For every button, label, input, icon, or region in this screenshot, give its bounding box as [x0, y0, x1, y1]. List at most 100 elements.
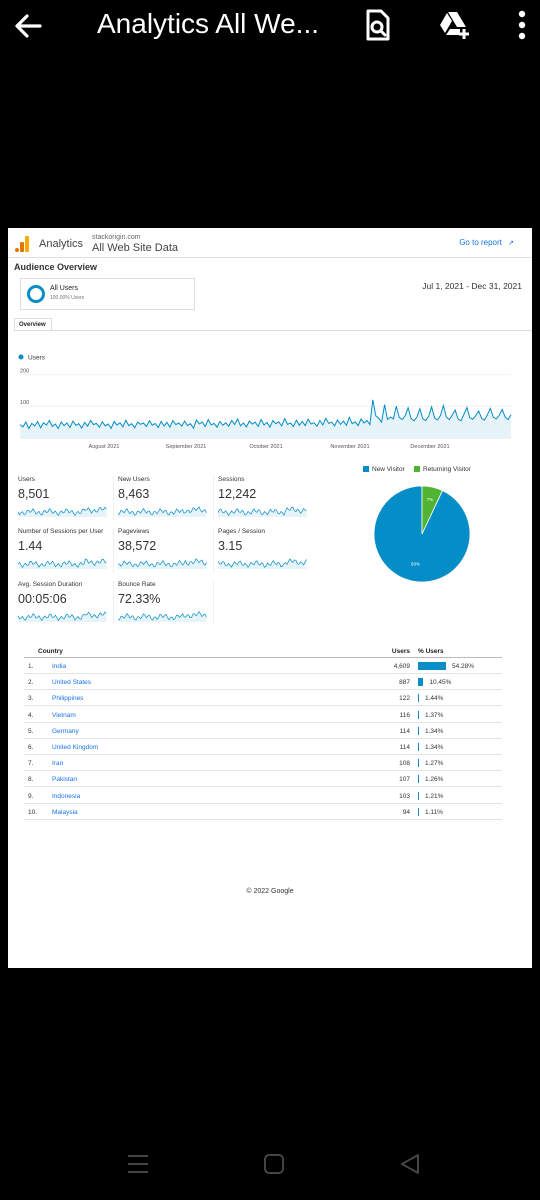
home-icon[interactable]: [262, 1150, 286, 1178]
metric-tile[interactable]: Avg. Session Duration 00:05:06: [14, 581, 110, 631]
table-row: 7. Iran 108 1.27%: [24, 755, 502, 772]
row-index: 2.: [28, 679, 34, 687]
header-divider: [24, 657, 502, 658]
col-pct-users: % Users: [418, 648, 444, 655]
col-country: Country: [38, 648, 63, 655]
users-area: [20, 399, 511, 438]
row-users: 107: [399, 776, 410, 784]
metric-tile[interactable]: Bounce Rate 72.33%: [114, 581, 210, 631]
metric-label: Avg. Session Duration: [18, 581, 83, 588]
metric-sparkline: [18, 506, 107, 517]
sparkline-line: [18, 558, 107, 569]
country-link[interactable]: United Kingdom: [52, 744, 99, 751]
row-users: 116: [399, 711, 410, 719]
legend-label: New Visitor: [372, 466, 405, 473]
sparkline-area: [118, 558, 207, 569]
row-pct: 1.34%: [425, 727, 444, 735]
y-tick-label: 200: [20, 368, 29, 374]
users-line-chart: Users 200 100 August 2021 September 2021 Octo…: [18, 354, 512, 450]
table-row: 4. Vietnam 116 1.37%: [24, 707, 502, 723]
tile-separator: [113, 581, 114, 625]
arrow-left-icon[interactable]: [12, 10, 44, 42]
row-users: 122: [399, 695, 410, 703]
goto-report-link[interactable]: Go to report ↗: [459, 238, 514, 247]
metric-label: Bounce Rate: [118, 581, 156, 588]
country-link[interactable]: United States: [52, 679, 92, 687]
metric-value: 3.15: [218, 539, 243, 553]
row-index: 1.: [28, 663, 34, 670]
x-tick-label: December 2021: [410, 444, 449, 450]
country-link[interactable]: Vietnam: [52, 711, 76, 719]
row-index: 5.: [28, 727, 34, 735]
metric-value: 00:05:06: [18, 592, 67, 606]
row-pct: 1.27%: [425, 760, 444, 768]
share-bar: [418, 726, 419, 735]
segment-subtitle: 100.00% Users: [50, 295, 85, 301]
metric-tile[interactable]: Number of Sessions per User 1.44: [14, 528, 110, 578]
tab-overview[interactable]: Overview: [14, 318, 52, 331]
row-pct: 1.26%: [425, 776, 444, 784]
table-row: 8. Pakistan 107 1.26%: [24, 771, 502, 788]
metric-sparkline: [218, 506, 307, 517]
row-pct: 10.45%: [429, 679, 452, 687]
metric-tile[interactable]: Users 8,501: [14, 476, 110, 526]
metric-label: Pageviews: [118, 528, 150, 535]
row-users: 887: [399, 679, 410, 687]
external-link-icon: ↗: [508, 240, 514, 247]
tile-separator: [113, 476, 114, 520]
row-pct: 54.28%: [452, 663, 475, 670]
metric-tile[interactable]: Pageviews 38,572: [114, 528, 210, 578]
sparkline-line: [118, 610, 207, 621]
more-vert-icon[interactable]: [505, 8, 539, 42]
x-tick-label: September 2021: [166, 444, 207, 450]
analytics-label: Analytics: [39, 238, 84, 250]
metric-sparkline: [118, 558, 207, 569]
drive-add-icon[interactable]: [436, 8, 470, 42]
back-triangle-icon[interactable]: [398, 1150, 422, 1178]
segment-name: All Users: [50, 285, 79, 292]
table-row: 3. Philippines 122 1.44%: [24, 690, 502, 707]
metric-label: Number of Sessions per User: [18, 528, 104, 535]
table-row: 2. United States 887 10.45%: [24, 674, 502, 691]
app-bar: Analytics All We...: [0, 0, 540, 52]
share-bar: [418, 694, 419, 703]
country-link[interactable]: India: [52, 663, 67, 670]
metric-value: 8,501: [18, 487, 50, 501]
country-link[interactable]: Indonesia: [52, 792, 81, 800]
property-domain: stackorigin.com: [92, 234, 141, 241]
country-link[interactable]: Germany: [52, 727, 79, 735]
country-link[interactable]: Iran: [52, 760, 64, 768]
metric-label: New Users: [118, 476, 150, 483]
row-users: 103: [399, 792, 410, 800]
metric-sparkline: [18, 611, 107, 622]
col-users: Users: [391, 648, 410, 655]
sparkline-line: [218, 558, 307, 569]
sparkline-line: [118, 558, 207, 568]
row-index: 8.: [28, 776, 34, 784]
metric-label: Pages / Session: [218, 528, 265, 535]
metric-tile[interactable]: Pages / Session 3.15: [214, 528, 310, 578]
date-range[interactable]: Jul 1, 2021 - Dec 31, 2021: [422, 281, 522, 291]
copyright: © 2022 Google: [246, 888, 294, 895]
metric-label: Sessions: [218, 476, 245, 483]
recents-icon[interactable]: [126, 1150, 150, 1178]
segment-card[interactable]: All Users 100.00% Users: [20, 278, 195, 310]
share-bar: [418, 743, 419, 751]
metric-value: 38,572: [118, 539, 157, 553]
table-row: 1. India 4,609 54.28%: [24, 658, 502, 674]
report-header: Analytics stackorigin.com All Web Site D…: [8, 228, 532, 258]
country-link[interactable]: Philippines: [52, 695, 84, 703]
country-link[interactable]: Malaysia: [52, 808, 78, 816]
x-tick-label: November 2021: [330, 444, 369, 450]
row-pct: 1.37%: [425, 711, 444, 719]
country-link[interactable]: Pakistan: [52, 776, 77, 784]
app-title: Analytics All We...: [97, 8, 320, 39]
document-search-icon[interactable]: [360, 8, 394, 42]
metric-tile[interactable]: New Users 8,463: [114, 476, 210, 526]
analytics-logo-icon: [15, 236, 29, 252]
metric-value: 12,242: [218, 487, 257, 501]
metric-tile[interactable]: Sessions 12,242: [214, 476, 310, 526]
table-row: 9. Indonesia 103 1.21%: [24, 788, 502, 804]
tile-separator: [113, 528, 114, 572]
tile-separator: [213, 476, 214, 520]
